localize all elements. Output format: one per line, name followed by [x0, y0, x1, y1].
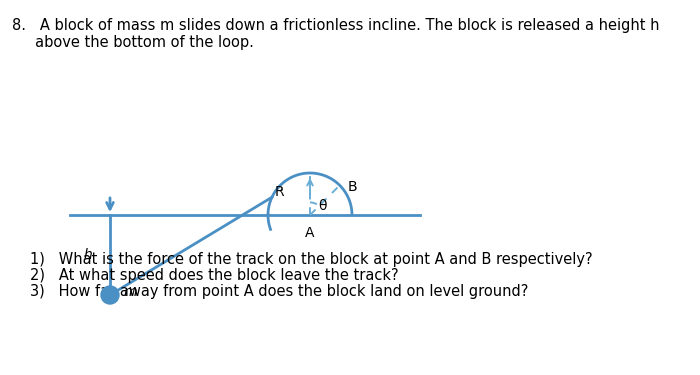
Text: above the bottom of the loop.: above the bottom of the loop. [12, 35, 254, 50]
Text: 3)   How far away from point A does the block land on level ground?: 3) How far away from point A does the bl… [30, 284, 528, 299]
Text: m: m [124, 285, 137, 299]
Circle shape [101, 286, 119, 304]
Text: 8.   A block of mass m slides down a frictionless incline. The block is released: 8. A block of mass m slides down a frict… [12, 18, 659, 33]
Text: 1)   What is the force of the track on the block at point A and B respectively?: 1) What is the force of the track on the… [30, 252, 593, 267]
Text: R: R [274, 185, 284, 199]
Text: A: A [305, 226, 315, 240]
Text: 2)   At what speed does the block leave the track?: 2) At what speed does the block leave th… [30, 268, 398, 283]
Text: θ: θ [318, 199, 326, 213]
Text: h: h [84, 248, 92, 262]
Text: B: B [348, 180, 357, 194]
